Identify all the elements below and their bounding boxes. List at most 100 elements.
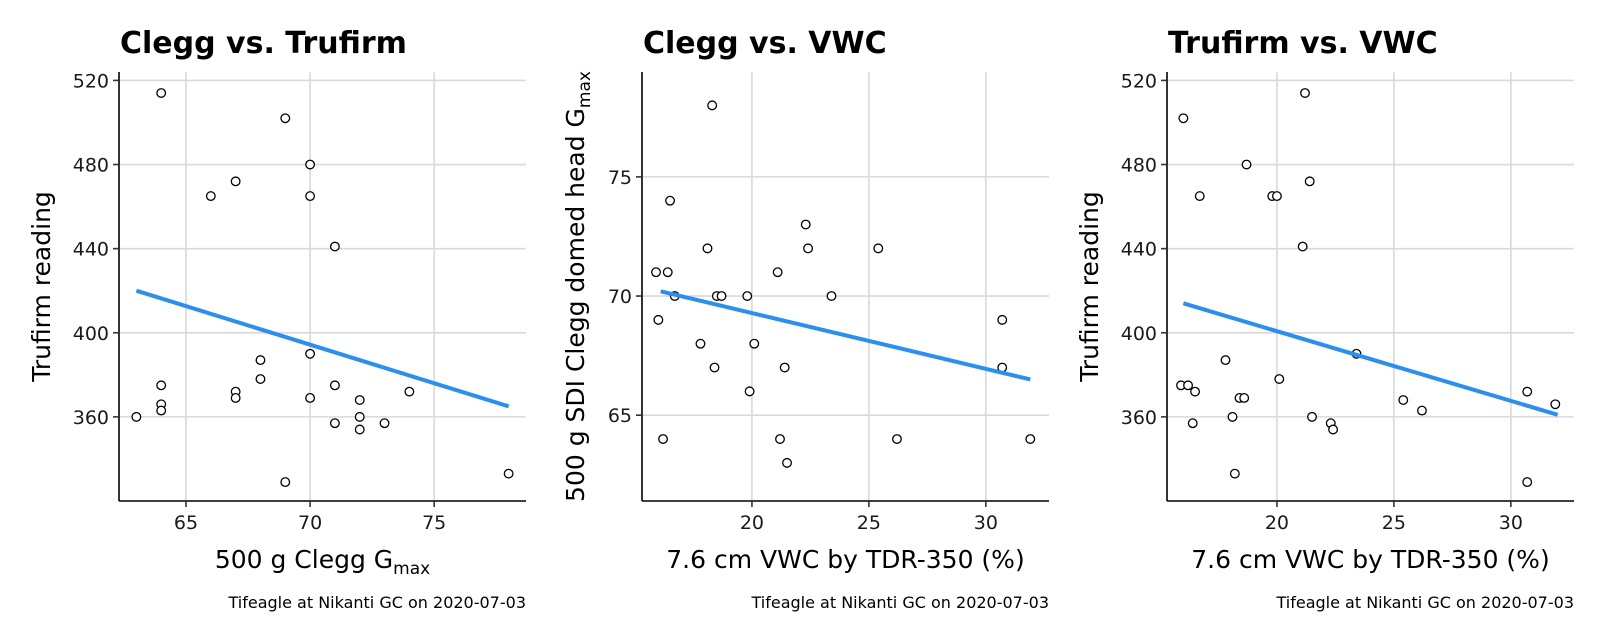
panel-2-y-tick-label: 70	[608, 286, 632, 308]
panel-2-data-point	[779, 362, 790, 373]
panel-3-x-axis-title: 7.6 cm VWC by TDR-350 (%)	[1191, 545, 1549, 574]
panel-1: 65 70 75 360 400 440 480 520 Clegg vs. Trufirm 50…	[27, 26, 526, 612]
panel-2-x-axis-title: 7.6 cm VWC by TDR-350 (%)	[666, 545, 1024, 574]
panel-1-y-tick-label: 440	[73, 239, 109, 261]
panel-2-data-point	[662, 267, 673, 278]
panel-3-y-axis-title: Trufirm reading	[1075, 191, 1104, 383]
panel-1-y-tick-label: 360	[73, 407, 109, 429]
panel-3-y-axis-title-text: Trufirm reading	[1075, 191, 1104, 383]
panel-1-data-point	[280, 113, 291, 124]
panel-3-data-point	[1239, 393, 1250, 403]
panel-3-data-point	[1241, 159, 1252, 170]
panel-2-y-axis-title-subscript: max	[575, 71, 595, 108]
panel-1-data-point	[379, 418, 390, 429]
panel-2-data-point	[716, 291, 727, 301]
panel-3-data-point	[1522, 477, 1533, 488]
panel-2-data-point	[800, 219, 811, 230]
panel-2: 20 25 30 65 70 75 Clegg vs. VWC 7.6 cm VWC by T…	[561, 26, 1049, 612]
panel-1-x-tick-label: 75	[422, 512, 446, 534]
panel-2-data-point	[707, 100, 718, 111]
panel-1-data-point	[503, 468, 514, 479]
panel-3-x-tick-label: 20	[1265, 512, 1289, 534]
panel-2-y-axis-title: 500 g SDI Clegg domed head Gmax	[561, 71, 595, 502]
panel-1-data-point	[329, 241, 340, 252]
panel-2-data-point	[803, 243, 814, 254]
panel-1-data-point	[255, 374, 266, 384]
panel-1-data-point	[354, 395, 365, 406]
panel-1-x-axis-title: 500 g Clegg Gmax	[215, 545, 430, 579]
panel-1-data-point	[156, 380, 167, 391]
panel-3: 20 25 30 360 400 440 480 520 Trufirm vs. VWC 7.6 …	[1075, 26, 1574, 612]
panel-2-data-point	[658, 434, 669, 444]
panel-2-x-tick-label: 20	[740, 512, 764, 534]
panel-3-data-point	[1522, 386, 1533, 397]
panel-1-data-point	[305, 159, 316, 170]
panel-1-caption: Tifeagle at Nikanti GC on 2020-07-03	[227, 593, 526, 612]
panel-3-y-tick-label: 520	[1121, 70, 1157, 92]
panel-3-y-tick-label: 400	[1121, 323, 1157, 345]
panel-2-data-point	[873, 243, 884, 254]
panel-3-data-point	[1229, 468, 1240, 479]
panel-3-title: Trufirm vs. VWC	[1168, 26, 1438, 61]
panel-3-data-point	[1271, 191, 1282, 202]
panel-2-data-point	[665, 195, 676, 206]
panel-3-x-tick-label: 30	[1499, 512, 1523, 534]
panel-2-caption: Tifeagle at Nikanti GC on 2020-07-03	[750, 593, 1049, 612]
panel-3-y-tick-label: 440	[1121, 239, 1157, 261]
panel-2-data-point	[775, 434, 785, 444]
panel-3-data-point	[1550, 399, 1561, 410]
panel-2-data-point	[653, 314, 664, 325]
panel-2-x-tick-label: 25	[857, 512, 881, 534]
panel-3-data-point	[1307, 411, 1317, 422]
panel-3-data-point	[1304, 176, 1315, 187]
panel-1-data-point	[354, 424, 365, 435]
panel-2-data-point	[826, 291, 837, 301]
panel-1-data-point	[230, 176, 241, 187]
panel-2-data-point	[709, 362, 720, 373]
panel-3-data-point	[1227, 411, 1238, 422]
panel-3-data-point	[1194, 191, 1205, 202]
panel-3-x-tick-label: 25	[1382, 512, 1406, 534]
panel-3-x-axis-title-text: 7.6 cm VWC by TDR-350 (%)	[1191, 545, 1549, 574]
panel-1-data-point	[305, 191, 316, 202]
panel-1-data-point	[354, 411, 365, 422]
panel-1-y-tick-label: 520	[73, 70, 109, 92]
panel-2-data-point	[695, 338, 706, 349]
panel-1-data-point	[329, 418, 340, 429]
panel-3-data-point	[1183, 380, 1194, 391]
panel-1-data-point	[230, 393, 241, 403]
panel-1-trend-line	[135, 288, 510, 409]
panel-3-y-tick-label: 360	[1121, 407, 1157, 429]
panel-3-data-point	[1220, 355, 1231, 366]
panel-1-y-axis-title-text: Trufirm reading	[27, 191, 56, 383]
panel-2-data-point	[772, 267, 783, 278]
panel-2-data-point	[702, 243, 713, 254]
panel-3-data-point	[1300, 88, 1310, 98]
panel-2-data-point	[742, 291, 753, 301]
panel-3-caption: Tifeagle at Nikanti GC on 2020-07-03	[1275, 593, 1574, 612]
panel-2-data-point	[997, 314, 1008, 325]
panel-2-data-point	[782, 457, 792, 468]
panel-1-y-tick-label: 400	[73, 323, 109, 345]
panel-1-title: Clegg vs. Trufirm	[120, 26, 407, 61]
panel-1-data-point	[280, 477, 291, 488]
panel-3-data-point	[1328, 424, 1339, 435]
panel-3-data-point	[1178, 113, 1189, 124]
panel-1-data-point	[255, 355, 266, 366]
panel-3-trend-line	[1182, 301, 1559, 417]
panel-2-data-point	[749, 338, 760, 349]
panel-1-y-tick-label: 480	[73, 155, 109, 177]
panel-1-x-axis-title-subscript: max	[393, 559, 430, 579]
panel-1-data-point	[131, 411, 142, 422]
panel-1-data-point	[404, 386, 415, 397]
panel-3-data-point	[1190, 386, 1201, 397]
panel-2-x-axis-title-text: 7.6 cm VWC by TDR-350 (%)	[666, 545, 1024, 574]
panel-2-trend-line	[660, 289, 1031, 382]
panel-1-x-axis-title-text: 500 g Clegg G	[215, 545, 393, 574]
panel-2-y-tick-label: 75	[608, 167, 632, 189]
panel-2-y-tick-label: 65	[608, 405, 632, 427]
panel-2-x-tick-label: 30	[974, 512, 998, 534]
panel-2-title: Clegg vs. VWC	[643, 26, 887, 61]
panel-2-data-point	[1025, 434, 1036, 444]
